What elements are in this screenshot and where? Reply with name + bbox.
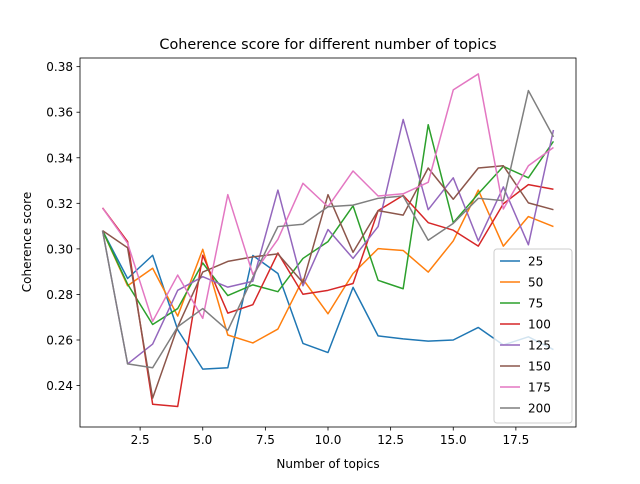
- chart-title: Coherence score for different number of …: [159, 37, 496, 53]
- y-tick-label: 0.24: [46, 379, 73, 393]
- x-tick-label: 7.5: [256, 433, 275, 447]
- legend-label: 100: [528, 318, 551, 332]
- y-axis-label: Coherence score: [20, 192, 34, 292]
- legend-label: 200: [528, 402, 551, 416]
- legend-box: [493, 248, 573, 424]
- y-tick-label: 0.30: [46, 242, 73, 256]
- series-line-125: [101, 118, 555, 365]
- legend-label: 125: [528, 339, 551, 353]
- y-tick-label: 0.36: [46, 106, 73, 120]
- legend-label: 25: [528, 255, 543, 269]
- series-line-50: [101, 189, 554, 344]
- x-tick-label: 15.0: [440, 433, 467, 447]
- x-tick-label: 17.5: [503, 433, 530, 447]
- y-tick-label: 0.34: [46, 151, 73, 165]
- y-tick-label: 0.32: [46, 197, 73, 211]
- x-axis-ticks: 2.5 5.0 7.5 10.0 12.5 15.0 17.5: [131, 427, 530, 447]
- series-line-75: [101, 123, 555, 326]
- legend-label: 175: [528, 381, 551, 395]
- x-tick-label: 2.5: [131, 433, 150, 447]
- legend-label: 50: [528, 276, 543, 290]
- legend-label: 75: [528, 297, 543, 311]
- y-tick-label: 0.28: [46, 288, 73, 302]
- series-line-200: [101, 89, 555, 369]
- y-axis-ticks: 0.24 0.26 0.28 0.30 0.32 0.34 0.36 0.38: [46, 60, 80, 393]
- legend-label: 150: [528, 360, 551, 374]
- legend: 25 50 75 100 125 150 175 200: [493, 248, 573, 424]
- x-axis-label: Number of topics: [276, 457, 379, 471]
- plot-frame: [79, 57, 577, 428]
- plot-series-group: [101, 73, 555, 408]
- x-tick-label: 12.5: [377, 433, 404, 447]
- series-line-25: [101, 230, 554, 370]
- y-tick-label: 0.26: [46, 333, 73, 347]
- x-tick-label: 10.0: [315, 433, 342, 447]
- series-line-100: [101, 183, 554, 408]
- y-tick-label: 0.38: [46, 60, 73, 74]
- x-tick-label: 5.0: [193, 433, 212, 447]
